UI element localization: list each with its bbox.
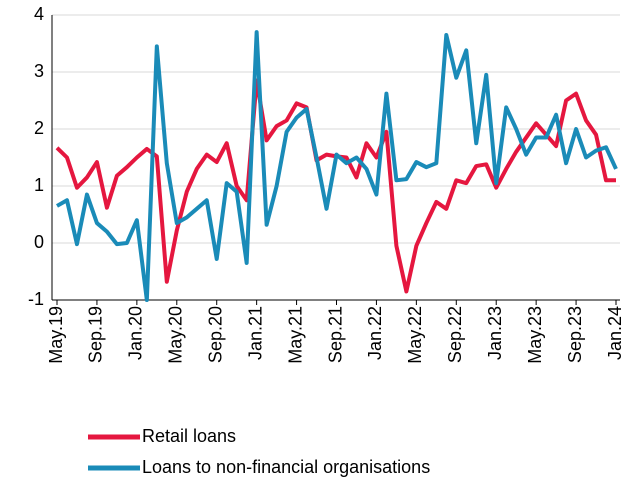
x-tick-label: Jan.23 [485, 306, 505, 360]
x-tick-label: Sep.23 [565, 306, 585, 363]
x-tick-label: May.22 [405, 306, 425, 364]
x-tick-label: May.20 [166, 306, 186, 364]
y-tick-label: -1 [28, 289, 44, 309]
legend-label: Loans to non-financial organisations [142, 457, 430, 477]
x-tick-label: May.21 [285, 306, 305, 364]
y-tick-label: 0 [34, 232, 44, 252]
y-tick-label: 4 [34, 4, 44, 24]
x-tick-label: Jan.22 [365, 306, 385, 360]
series-line [56, 30, 618, 302]
y-tick-label: 2 [34, 118, 44, 138]
x-tick-label: May.23 [525, 306, 545, 364]
y-tick-label: 1 [34, 175, 44, 195]
x-tick-label: Jan.21 [245, 306, 265, 360]
y-tick-label: 3 [34, 61, 44, 81]
x-tick-label: May.19 [46, 306, 66, 364]
x-tick-label: Sep.20 [205, 306, 225, 363]
x-tick-label: Jan.24 [605, 306, 625, 360]
legend-label: Retail loans [142, 426, 236, 446]
x-tick-label: Jan.20 [126, 306, 146, 360]
x-tick-label: Sep.21 [325, 306, 345, 363]
x-tick-label: Sep.22 [445, 306, 465, 363]
x-tick-label: Sep.19 [86, 306, 106, 363]
